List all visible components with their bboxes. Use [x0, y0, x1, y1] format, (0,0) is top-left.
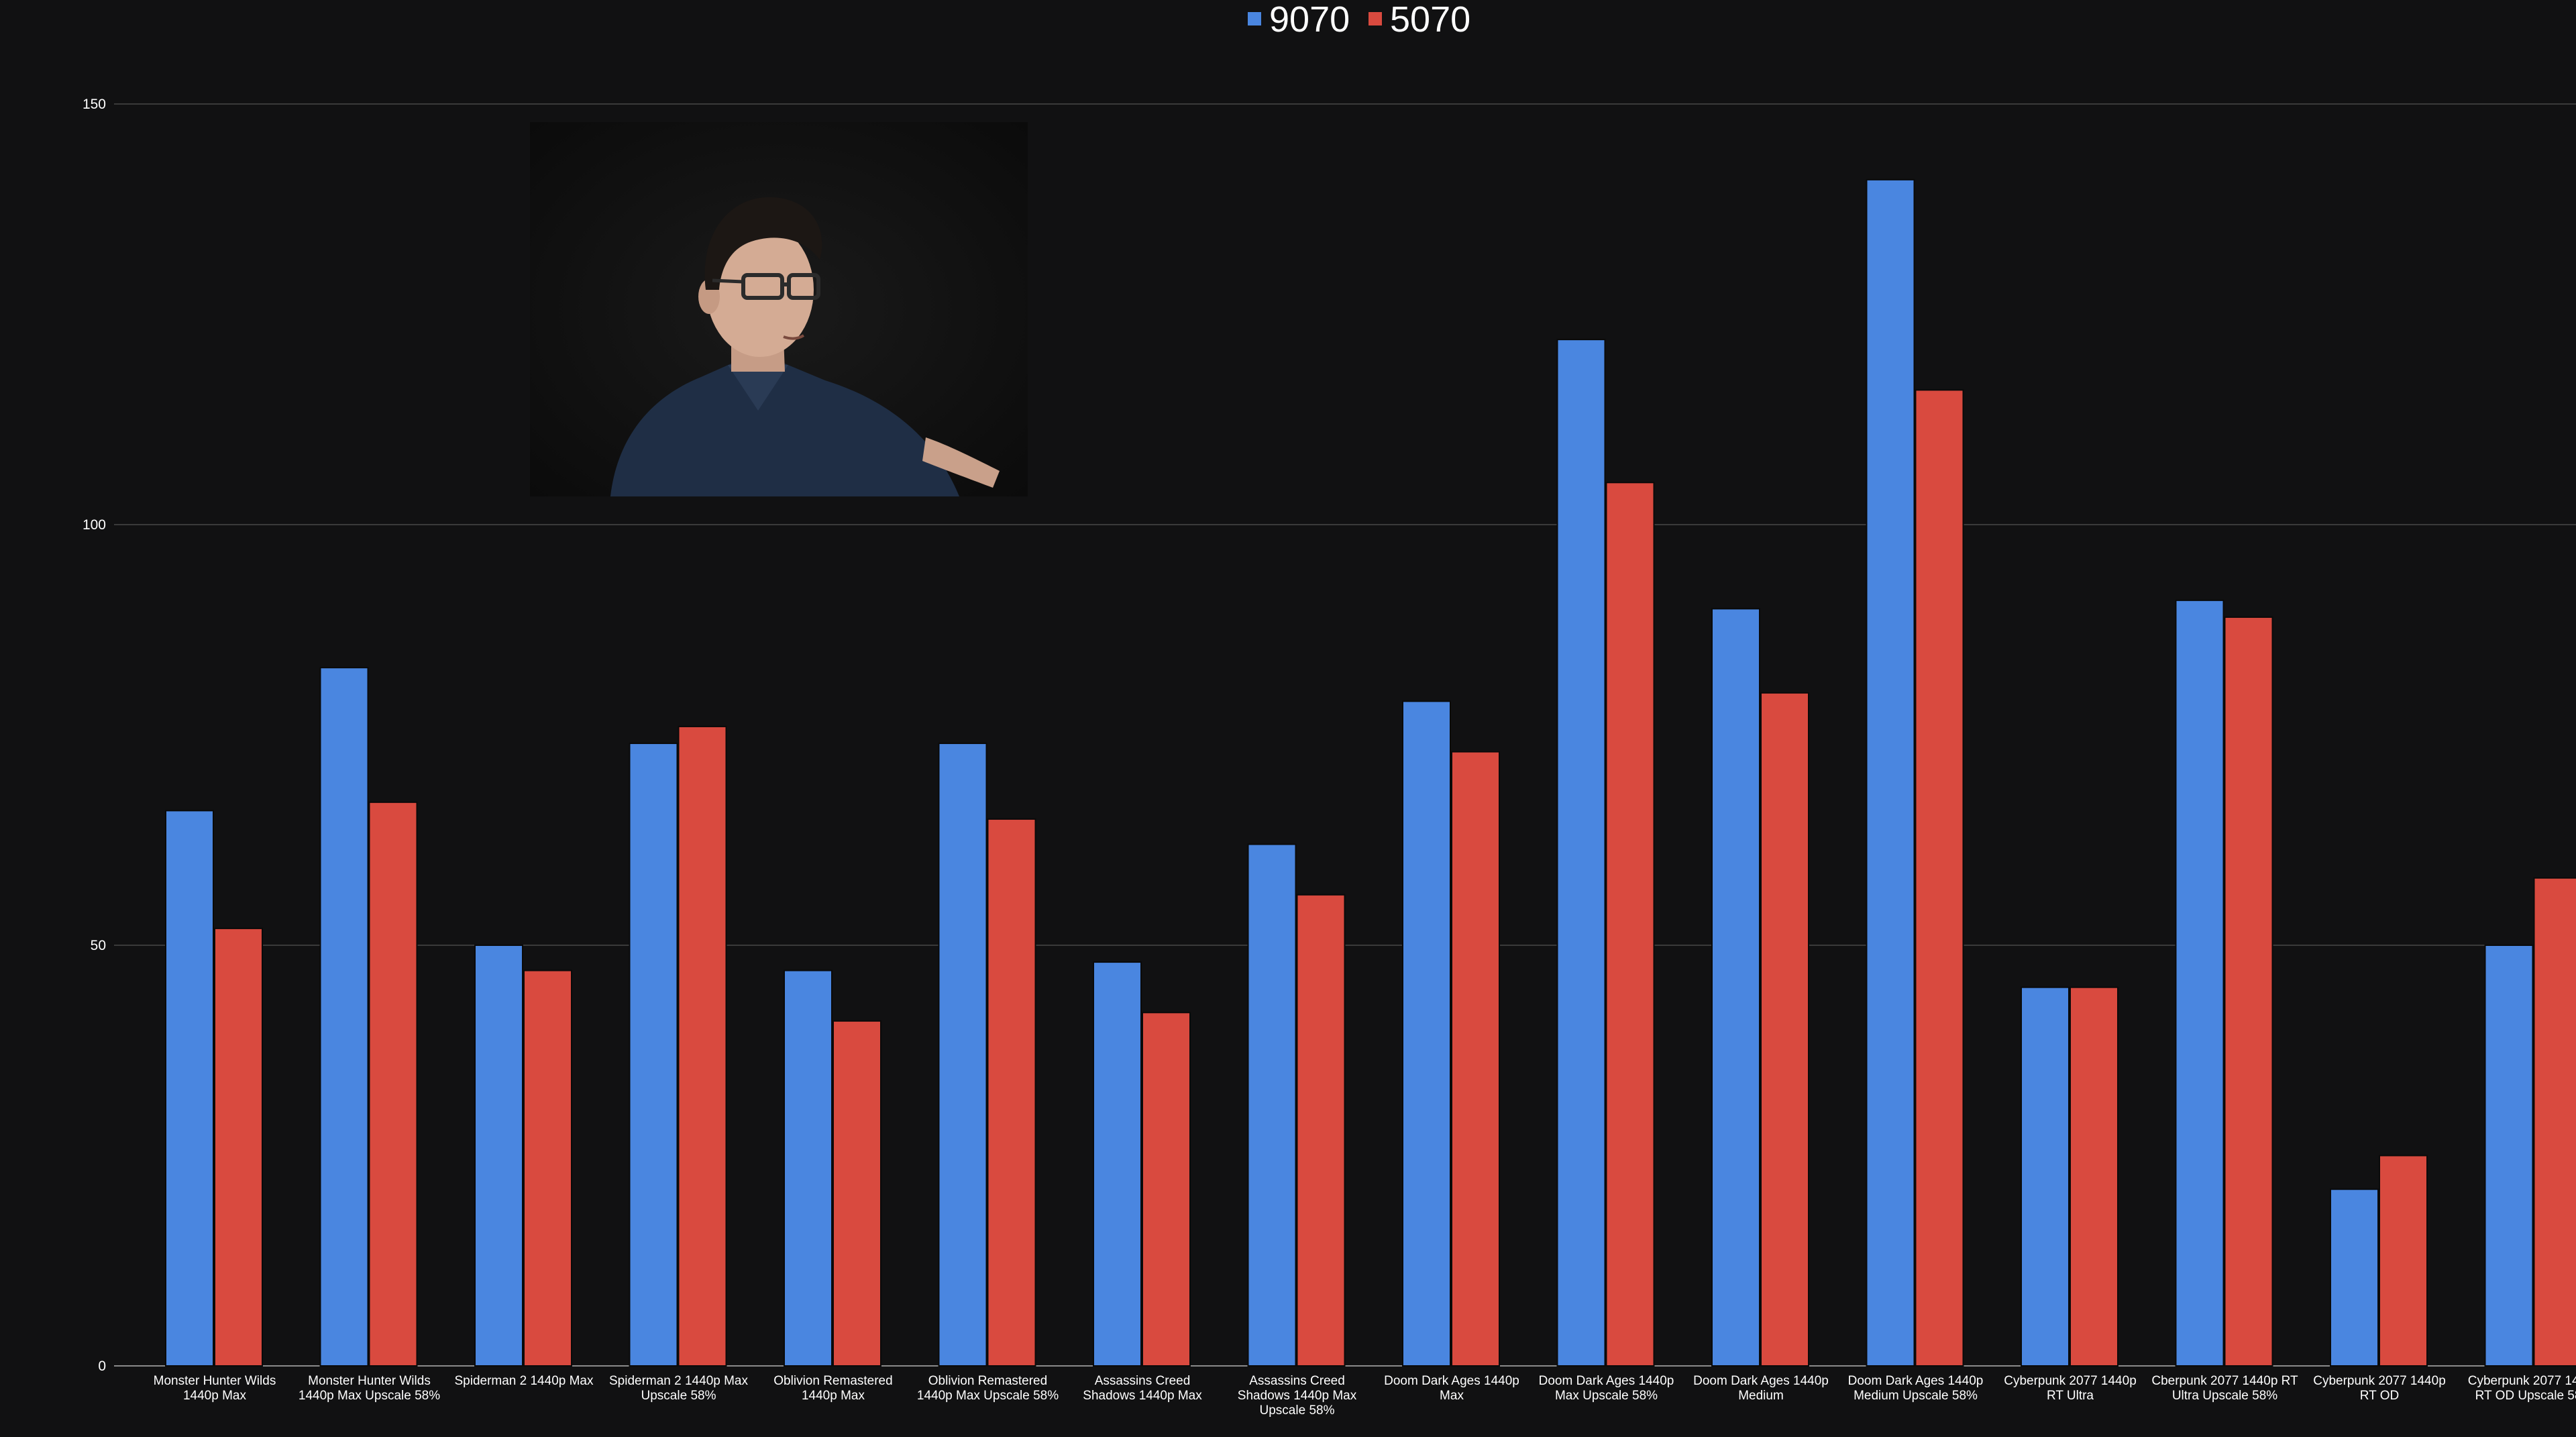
bar-9070-8	[1247, 843, 1297, 1367]
x-tick-label: Monster Hunter Wilds 1440p Max	[154, 1374, 276, 1403]
legend: 9070 5070	[1248, 0, 1470, 40]
bar-5070-1	[214, 927, 263, 1367]
bar-9070-5	[784, 969, 833, 1367]
x-tick-label-line: Monster Hunter Wilds	[308, 1374, 431, 1388]
x-tick-label-line: Shadows 1440p Max	[1238, 1389, 1357, 1403]
x-tick-label: Cyberpunk 2077 1440p RT OD	[2313, 1374, 2446, 1403]
x-tick-label-line: Cyberpunk 2077 1440p	[2313, 1374, 2446, 1388]
bar-9070-2	[319, 667, 369, 1367]
y-tick-label: 50	[91, 938, 106, 953]
bar-9070-4	[629, 743, 678, 1367]
y-axis-ticks: 0 50 100 150	[83, 97, 106, 1374]
x-tick-label-line: Assassins Creed	[1249, 1374, 1345, 1388]
x-tick-label-line: Medium Upscale 58%	[1854, 1389, 1978, 1403]
bar-5070-8	[1296, 894, 1346, 1367]
x-tick-label-line: Assassins Creed	[1095, 1374, 1191, 1388]
x-tick-label-line: Doom Dark Ages 1440p	[1693, 1374, 1829, 1388]
x-tick-label-line: Spiderman 2 1440p Max	[609, 1374, 749, 1388]
bar-9070-1	[165, 810, 214, 1367]
webcam-overlay	[530, 122, 1028, 496]
x-tick-label-line: Shadows 1440p Max	[1083, 1389, 1202, 1403]
x-tick-label: Cyberpunk 2077 1440p RT Ultra	[2004, 1374, 2137, 1403]
bar-5070-13	[2070, 986, 2118, 1367]
x-tick-label-line: 1440p Max	[802, 1389, 865, 1403]
bar-9070-3	[474, 945, 523, 1367]
legend-label-5070: 5070	[1390, 0, 1470, 40]
bar-5070-3	[523, 969, 572, 1367]
bar-9070-11	[1711, 608, 1760, 1367]
x-tick-label-line: RT OD	[2360, 1389, 2399, 1403]
x-tick-label-line: RT OD Upscale 58%	[2475, 1389, 2576, 1403]
legend-swatch-9070	[1248, 12, 1261, 25]
x-tick-label: Assassins Creed Shadows 1440p Max Upscale …	[1238, 1374, 1357, 1418]
y-tick-label: 0	[98, 1359, 106, 1374]
bar-9070-14	[2175, 599, 2224, 1367]
bar-9070-13	[2021, 986, 2070, 1367]
bar-5070-16	[2533, 877, 2576, 1367]
x-tick-label-line: Oblivion Remastered	[773, 1374, 892, 1388]
bar-5070-9	[1451, 751, 1500, 1367]
x-tick-label: Cberpunk 2077 1440p RT Ultra Upscale 58%	[2151, 1374, 2298, 1403]
x-tick-label: Assassins Creed Shadows 1440p Max	[1083, 1374, 1202, 1403]
legend-swatch-5070	[1368, 12, 1382, 25]
bar-5070-5	[833, 1020, 881, 1367]
bar-5070-10	[1605, 482, 1655, 1367]
y-tick-label: 100	[83, 517, 106, 533]
x-tick-label-line: Upscale 58%	[1260, 1403, 1335, 1418]
x-tick-label-line: 1440p Max Upscale 58%	[299, 1389, 440, 1403]
bar-5070-7	[1142, 1012, 1191, 1367]
x-tick-label: Oblivion Remastered 1440p Max Upscale 58%	[917, 1374, 1059, 1403]
x-tick-label: Doom Dark Ages 1440p Max	[1384, 1374, 1519, 1403]
y-tick-label: 150	[83, 97, 106, 112]
x-tick-label-line: 1440p Max	[183, 1389, 247, 1403]
legend-label-9070: 9070	[1269, 0, 1350, 40]
x-tick-label-line: Medium	[1738, 1389, 1784, 1403]
x-tick-label-line: Max Upscale 58%	[1555, 1389, 1658, 1403]
bar-5070-12	[1915, 389, 1964, 1367]
x-tick-label-line: Oblivion Remastered	[928, 1374, 1047, 1388]
bar-5070-11	[1760, 692, 1809, 1367]
bar-9070-9	[1402, 700, 1451, 1367]
x-tick-label: Doom Dark Ages 1440p Medium	[1693, 1374, 1829, 1403]
bar-5070-6	[987, 818, 1036, 1367]
x-tick-label: Oblivion Remastered 1440p Max	[773, 1374, 892, 1403]
x-tick-label: Monster Hunter Wilds 1440p Max Upscale 58…	[299, 1374, 440, 1403]
x-tick-label-line: Doom Dark Ages 1440p	[1848, 1374, 1984, 1388]
x-tick-label: Doom Dark Ages 1440p Max Upscale 58%	[1539, 1374, 1674, 1403]
x-tick-label-line: Monster Hunter Wilds	[154, 1374, 276, 1388]
x-tick-label: Spiderman 2 1440p Max Upscale 58%	[609, 1374, 749, 1403]
x-tick-label-line: Upscale 58%	[641, 1389, 716, 1403]
x-tick-label: Doom Dark Ages 1440p Medium Upscale 58%	[1848, 1374, 1984, 1403]
bar-9070-16	[2484, 945, 2534, 1367]
bar-9070-15	[2330, 1188, 2379, 1367]
x-tick-label-line: RT Ultra	[2047, 1389, 2094, 1403]
bar-5070-4	[678, 725, 727, 1367]
bar-5070-15	[2379, 1155, 2428, 1367]
x-tick-label-line: Cberpunk 2077 1440p RT	[2151, 1374, 2298, 1388]
bar-9070-10	[1556, 339, 1606, 1367]
bar-9070-6	[938, 743, 987, 1367]
x-tick-label-line: Doom Dark Ages 1440p	[1384, 1374, 1519, 1388]
bar-9070-12	[1866, 178, 1915, 1367]
x-tick-label-line: 1440p Max Upscale 58%	[917, 1389, 1059, 1403]
x-tick-label: Spiderman 2 1440p Max	[454, 1374, 594, 1388]
x-tick-label-line: Ultra Upscale 58%	[2172, 1389, 2277, 1403]
x-tick-label-line: Cyberpunk 2077 1440p	[2004, 1374, 2137, 1388]
x-tick-label-line: Spiderman 2 1440p Max	[454, 1374, 594, 1388]
x-tick-label-line: Cyberpunk 2077 1440p	[2468, 1374, 2576, 1388]
bars	[165, 178, 2576, 1367]
bar-5070-14	[2224, 616, 2273, 1367]
bar-5070-2	[368, 801, 418, 1367]
presenter-figure	[610, 197, 1000, 496]
bar-9070-7	[1093, 961, 1142, 1367]
x-tick-label-line: Doom Dark Ages 1440p	[1539, 1374, 1674, 1388]
x-tick-label-line: Max	[1440, 1389, 1464, 1403]
